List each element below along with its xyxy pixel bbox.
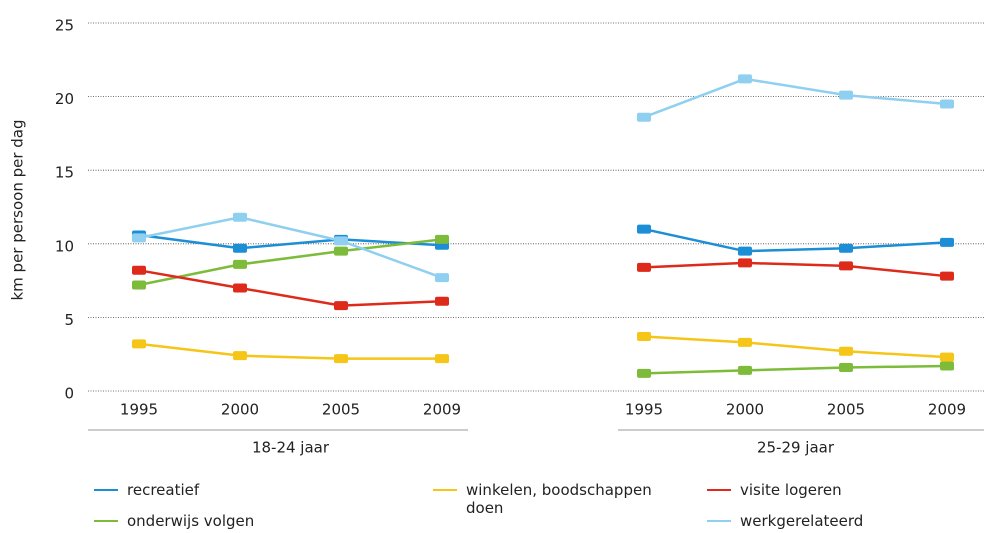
data-point xyxy=(233,259,247,269)
series-line xyxy=(643,227,948,253)
legend-item: recreatief xyxy=(94,481,347,499)
legend-swatch xyxy=(707,489,731,491)
x-tick-label: 2009 xyxy=(928,401,966,419)
x-tick-label: 2005 xyxy=(827,401,865,419)
data-point xyxy=(334,246,348,256)
series-line xyxy=(138,269,443,307)
data-point xyxy=(637,332,651,342)
data-point xyxy=(233,283,247,293)
data-point xyxy=(940,361,954,371)
y-tick-label: 10 xyxy=(55,237,74,255)
x-tick-label: 2005 xyxy=(322,401,360,419)
legend-label: visite logeren xyxy=(740,481,842,499)
y-tick-label: 5 xyxy=(64,311,74,329)
series-line xyxy=(643,335,948,359)
data-point xyxy=(132,339,146,349)
data-point xyxy=(738,246,752,256)
data-point xyxy=(637,224,651,234)
x-tick-label: 2000 xyxy=(726,401,764,419)
data-point xyxy=(233,243,247,253)
data-point xyxy=(839,346,853,356)
series-line xyxy=(138,233,443,250)
legend-item: werkgerelateerd xyxy=(707,512,960,530)
data-point xyxy=(334,301,348,311)
legend-swatch xyxy=(94,520,118,522)
data-point xyxy=(940,271,954,281)
data-point xyxy=(940,99,954,109)
data-point xyxy=(839,243,853,253)
data-point xyxy=(334,236,348,246)
data-point xyxy=(435,296,449,306)
data-point xyxy=(637,262,651,272)
data-point xyxy=(839,261,853,271)
legend-item: visite logeren xyxy=(707,481,960,499)
series-line xyxy=(643,364,948,375)
data-point xyxy=(738,74,752,84)
legend-item: onderwijs volgen xyxy=(94,512,347,530)
data-point xyxy=(435,354,449,364)
data-point xyxy=(132,233,146,243)
x-tick-label: 2000 xyxy=(221,401,259,419)
data-point xyxy=(637,112,651,122)
x-tick-label: 1995 xyxy=(625,401,663,419)
data-point xyxy=(738,337,752,347)
data-point xyxy=(940,237,954,247)
data-point xyxy=(435,273,449,283)
y-tick-label: 20 xyxy=(55,90,74,108)
series-line xyxy=(138,342,442,360)
y-tick-label: 15 xyxy=(55,164,74,182)
series-line xyxy=(138,238,443,287)
legend-label: recreatief xyxy=(127,481,200,499)
y-axis-label: km per persoon per dag xyxy=(9,119,27,300)
legend-swatch xyxy=(707,520,731,522)
legend-swatch xyxy=(94,489,118,491)
data-point xyxy=(334,354,348,364)
legend-item: winkelen, boodschappen doen xyxy=(433,481,656,517)
legend-label: werkgerelateerd xyxy=(740,512,864,530)
data-point xyxy=(738,258,752,268)
legend-label: onderwijs volgen xyxy=(127,512,255,530)
data-point xyxy=(839,90,853,100)
x-tick-label: 1995 xyxy=(120,401,158,419)
data-point xyxy=(132,280,146,290)
data-point xyxy=(435,234,449,244)
legend-label: winkelen, boodschappen doen xyxy=(466,481,652,517)
x-tick-label: 2009 xyxy=(423,401,461,419)
series-line xyxy=(643,261,948,278)
data-point xyxy=(940,352,954,362)
y-tick-label: 25 xyxy=(55,17,74,35)
data-point xyxy=(132,265,146,275)
data-point xyxy=(839,362,853,372)
group-label: 25-29 jaar xyxy=(757,439,835,457)
group-label: 18-24 jaar xyxy=(252,439,330,457)
series-line xyxy=(643,77,948,119)
legend-swatch xyxy=(433,489,457,491)
series-line xyxy=(138,216,443,279)
data-point xyxy=(233,351,247,361)
data-point xyxy=(233,212,247,222)
data-point xyxy=(738,365,752,375)
data-point xyxy=(637,368,651,378)
y-tick-label: 0 xyxy=(64,385,74,403)
